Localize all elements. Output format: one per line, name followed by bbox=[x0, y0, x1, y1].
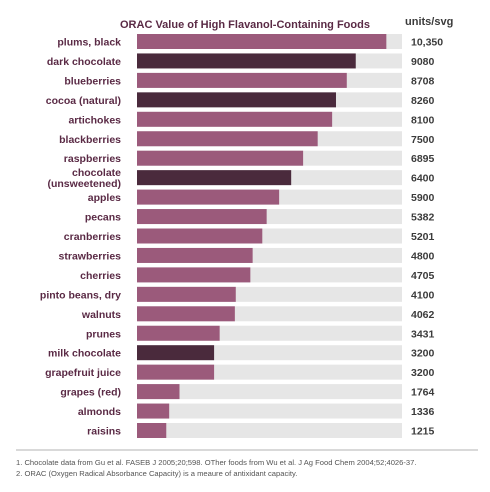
bar-row: walnuts 4062 bbox=[81, 306, 435, 322]
bar-track bbox=[137, 403, 402, 419]
bar bbox=[137, 92, 336, 108]
bar-row: cherries 4705 bbox=[80, 267, 435, 283]
unit-label: units/svg bbox=[405, 16, 453, 28]
value-label: 5382 bbox=[411, 212, 435, 224]
bar bbox=[137, 345, 215, 361]
footnotes: 1. Chocolate data from Gu et al. FASEB J… bbox=[16, 449, 478, 479]
bar bbox=[137, 189, 280, 205]
bar bbox=[137, 53, 356, 69]
bar bbox=[137, 34, 387, 49]
category-label: raisins bbox=[87, 426, 121, 438]
category-label: artichokes bbox=[68, 114, 121, 126]
bar-row: cranberries 5201 bbox=[64, 228, 435, 244]
bar-row: almonds 1336 bbox=[78, 403, 435, 419]
bar-row: plums, black 10,350 bbox=[57, 34, 443, 49]
bar bbox=[137, 170, 292, 186]
value-label: 5900 bbox=[411, 192, 435, 204]
category-label: cranberries bbox=[64, 231, 121, 243]
bar bbox=[137, 111, 333, 127]
value-label: 6895 bbox=[411, 153, 435, 165]
bar bbox=[137, 247, 253, 263]
value-label: 8260 bbox=[411, 95, 435, 107]
bar bbox=[137, 228, 263, 244]
bar-row: apples 5900 bbox=[88, 189, 435, 205]
category-label: plums, black bbox=[57, 37, 121, 49]
category-label: milk chocolate bbox=[48, 348, 121, 360]
bar bbox=[137, 209, 267, 225]
value-label: 3200 bbox=[411, 348, 435, 360]
category-label: dark chocolate bbox=[47, 56, 121, 68]
category-label: almonds bbox=[78, 406, 121, 418]
category-label: blueberries bbox=[64, 75, 121, 87]
bar bbox=[137, 267, 251, 283]
value-label: 8708 bbox=[411, 75, 435, 87]
value-label: 9080 bbox=[411, 56, 435, 68]
bar-row: raisins 1215 bbox=[87, 423, 435, 438]
category-label: prunes bbox=[86, 328, 121, 340]
bar bbox=[137, 384, 180, 400]
value-label: 4705 bbox=[411, 270, 435, 282]
category-label: blackberries bbox=[59, 134, 121, 146]
bar-track bbox=[137, 423, 402, 438]
bar bbox=[137, 325, 220, 341]
category-label: raspberries bbox=[64, 153, 121, 165]
bar-row: strawberries 4800 bbox=[59, 247, 435, 263]
bar bbox=[137, 306, 235, 322]
bar bbox=[137, 72, 347, 88]
footnote-1: 1. Chocolate data from Gu et al. FASEB J… bbox=[16, 458, 417, 467]
category-label: pinto beans, dry bbox=[40, 289, 121, 301]
value-label: 1336 bbox=[411, 406, 435, 418]
category-label: walnuts bbox=[81, 309, 121, 321]
bar bbox=[137, 150, 304, 166]
bar-row: cocoa (natural) 8260 bbox=[46, 92, 435, 108]
category-label: strawberries bbox=[59, 250, 122, 262]
bar-row: artichokes 8100 bbox=[68, 111, 435, 127]
bar bbox=[137, 403, 170, 419]
value-label: 1215 bbox=[411, 426, 435, 438]
value-label: 6400 bbox=[411, 173, 435, 185]
chart-title: ORAC Value of High Flavanol-Containing F… bbox=[120, 19, 370, 31]
value-label: 3431 bbox=[411, 328, 435, 340]
category-label: grapes (red) bbox=[60, 387, 121, 399]
bar-row: grapefruit juice 3200 bbox=[45, 364, 435, 380]
category-label: pecans bbox=[85, 212, 121, 224]
footnote-2: 2. ORAC (Oxygen Radical Absorbance Capac… bbox=[16, 469, 298, 478]
bar bbox=[137, 364, 215, 380]
bar-track bbox=[137, 384, 402, 400]
value-label: 8100 bbox=[411, 114, 435, 126]
category-label: chocolate (unsweetened) bbox=[47, 167, 121, 190]
value-label: 10,350 bbox=[411, 37, 443, 49]
value-label: 5201 bbox=[411, 231, 435, 243]
bar-row: pecans 5382 bbox=[85, 209, 435, 225]
value-label: 3200 bbox=[411, 367, 435, 379]
category-label: cocoa (natural) bbox=[46, 95, 121, 107]
bar-row: prunes 3431 bbox=[86, 325, 435, 341]
bar bbox=[137, 423, 167, 438]
category-label: grapefruit juice bbox=[45, 367, 121, 379]
value-label: 4100 bbox=[411, 289, 435, 301]
bar-row: pinto beans, dry 4100 bbox=[40, 286, 435, 302]
bar-row: grapes (red) 1764 bbox=[60, 384, 435, 400]
bar bbox=[137, 286, 236, 302]
category-label: apples bbox=[88, 192, 121, 204]
bar-row: blueberries 8708 bbox=[64, 72, 435, 88]
value-label: 7500 bbox=[411, 134, 435, 146]
bar bbox=[137, 131, 318, 147]
value-label: 4062 bbox=[411, 309, 435, 321]
bar-row: dark chocolate 9080 bbox=[47, 53, 435, 69]
value-label: 1764 bbox=[411, 387, 435, 399]
orac-bar-chart: ORAC Value of High Flavanol-Containing F… bbox=[40, 16, 453, 438]
bar-row: milk chocolate 3200 bbox=[48, 345, 435, 361]
bar-row: blackberries 7500 bbox=[59, 131, 435, 147]
bar-rows: plums, black 10,350 dark chocolate 9080 blue… bbox=[40, 34, 443, 438]
value-label: 4800 bbox=[411, 250, 435, 262]
category-label: cherries bbox=[80, 270, 121, 282]
bar-row: chocolate (unsweetened) 6400 bbox=[47, 167, 434, 190]
bar-row: raspberries 6895 bbox=[64, 150, 435, 166]
